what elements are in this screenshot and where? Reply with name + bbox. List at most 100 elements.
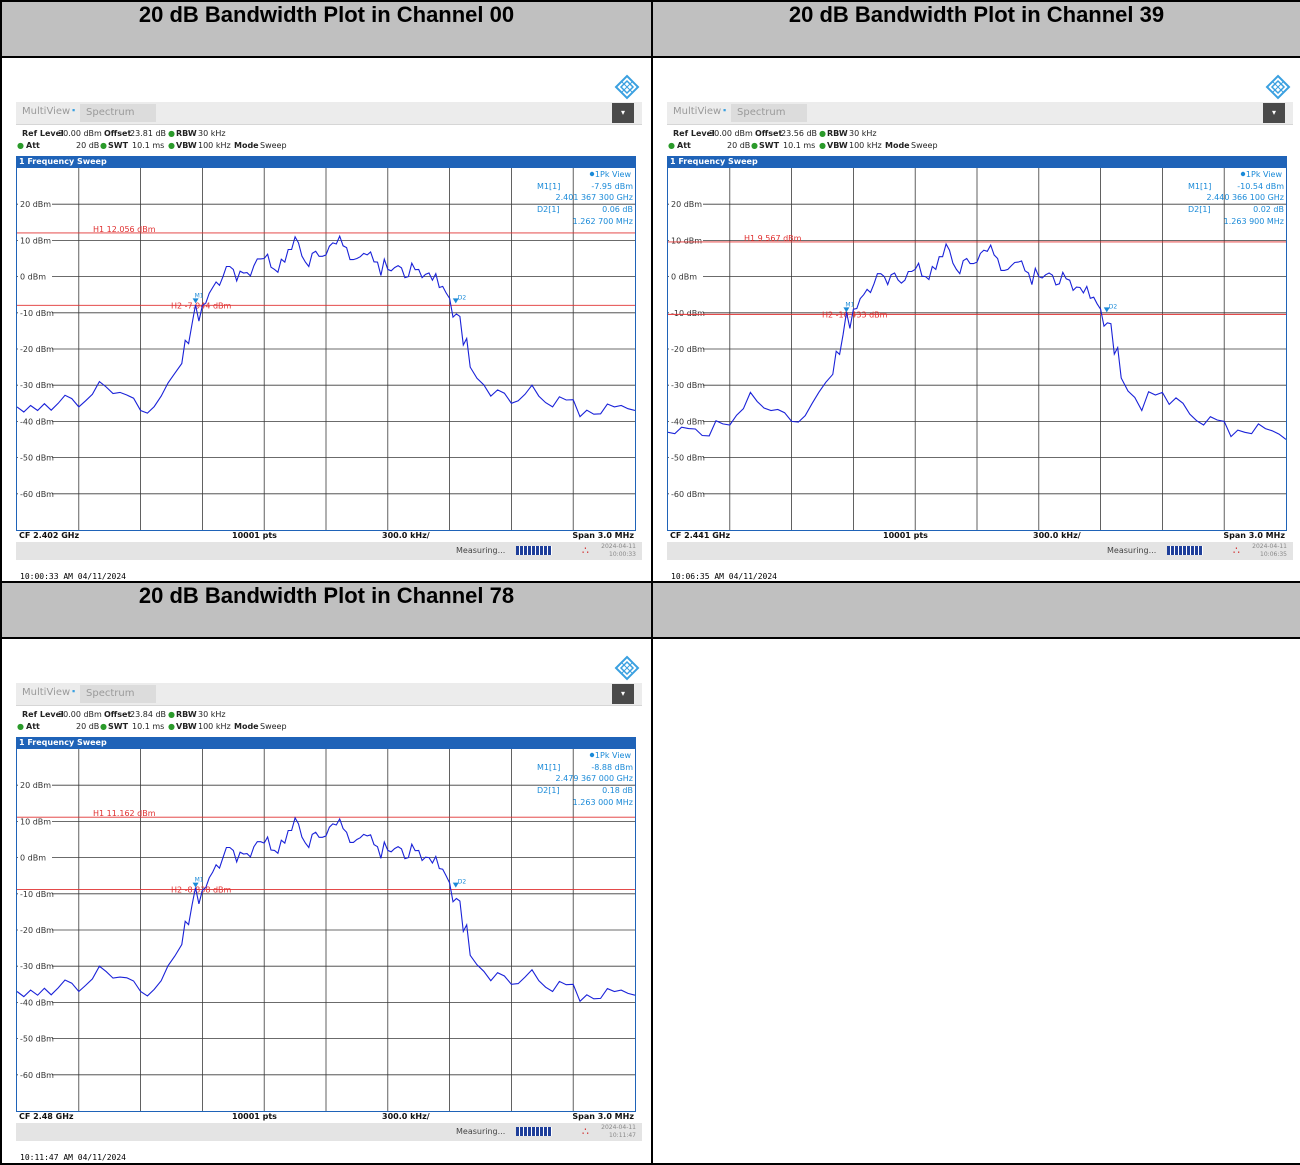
y-tick-label: -60 dBm	[20, 490, 54, 499]
tick-label-background	[669, 199, 703, 210]
mode-value: Sweep	[911, 141, 938, 150]
capture-timestamp: 10:06:35 AM 04/11/2024	[671, 572, 777, 581]
marker-d2-label: D2[1]	[1188, 205, 1211, 214]
marker-m1-value: -8.88 dBm	[591, 763, 633, 772]
ref-level-value: 30.00 dBm	[709, 129, 753, 138]
mode-label: Mode	[885, 141, 910, 150]
marker-m1-frequency: 2.401 367 300 GHz	[556, 193, 633, 202]
status-datetime: 2024-04-11 10:11:47	[600, 1124, 636, 1140]
rbw-label: RBW	[176, 129, 197, 138]
y-tick-label: 0 dBm	[671, 273, 697, 282]
vbw-label: VBW	[176, 722, 197, 731]
marker-d2-frequency: 1.263 000 MHz	[573, 798, 633, 807]
y-tick-label: 0 dBm	[20, 854, 46, 863]
status-datetime: 2024-04-11 10:00:33	[600, 543, 636, 559]
tick-label-background	[18, 888, 52, 899]
tick-label-background	[18, 961, 52, 972]
tab-spectrum[interactable]: Spectrum	[80, 685, 156, 703]
tick-label-background	[669, 235, 703, 246]
marker-m1-frequency: 2.479 367 000 GHz	[556, 774, 633, 783]
y-tick-label: -50 dBm	[20, 454, 54, 463]
marker-m1	[843, 307, 850, 313]
settings-row-2: ● Att 20 dB ● SWT 10.1 ms ● VBW 100 kHz Mode Sweep	[667, 141, 1293, 153]
y-tick-label: -50 dBm	[20, 1035, 54, 1044]
plot-header-ch00: 20 dB Bandwidth Plot in Channel 00	[0, 0, 653, 58]
tick-label-background	[18, 816, 52, 827]
points-label: 10001 pts	[232, 531, 277, 540]
tab-spectrum[interactable]: Spectrum	[80, 104, 156, 122]
marker-m1-value: -10.54 dBm	[1237, 182, 1284, 191]
status-dot-icon: ●	[17, 722, 24, 731]
tick-label-background	[669, 344, 703, 354]
analyzer-screenshot: MultiView ▪ Spectrum ▾ Ref Level 30.00 dBm Off…	[16, 655, 642, 1162]
status-time: 10:11:47	[609, 1132, 636, 1139]
close-icon[interactable]: ▪	[72, 105, 76, 115]
spectrum-chart: 20 dBm 10 dBm 0 dBm -10 dBm -20 dBm -30 dBm -4…	[668, 168, 1286, 530]
status-dot-icon: ●	[100, 141, 107, 150]
status-bar: Measuring... ∴ 2024-04-11 10:11:47	[16, 1123, 642, 1141]
att-label: Att	[677, 141, 691, 150]
warning-icon[interactable]: ∴	[582, 1125, 589, 1138]
y-tick-label: 10 dBm	[671, 236, 702, 245]
rbw-value: 30 kHz	[198, 129, 226, 138]
capture-timestamp: 10:00:33 AM 04/11/2024	[20, 572, 126, 581]
progress-bar	[1167, 546, 1203, 555]
rbw-value: 30 kHz	[198, 710, 226, 719]
plot-cell-ch00: MultiView ▪ Spectrum ▾ Ref Level 30.00 dBm Off…	[0, 56, 653, 583]
view-dot-icon	[589, 752, 595, 758]
status-datetime: 2024-04-11 10:06:35	[1251, 543, 1287, 559]
vbw-value: 100 kHz	[849, 141, 882, 150]
warning-icon[interactable]: ∴	[582, 544, 589, 557]
tab-multiview[interactable]: MultiView	[22, 687, 71, 698]
status-bar: Measuring... ∴ 2024-04-11 10:00:33	[16, 542, 642, 560]
division-label: 300.0 kHz/	[1033, 531, 1081, 540]
settings-row-2: ● Att 20 dB ● SWT 10.1 ms ● VBW 100 kHz Mode Sweep	[16, 722, 642, 734]
marker-d2-value: 0.18 dB	[602, 786, 633, 795]
marker-d2-label: D2[1]	[537, 786, 560, 795]
tab-multiview[interactable]: MultiView	[22, 106, 71, 117]
offset-value: 23.84 dB	[130, 710, 167, 719]
capture-timestamp: 10:11:47 AM 04/11/2024	[20, 1153, 126, 1162]
marker-m1-tag: M1	[845, 301, 854, 308]
close-icon[interactable]: ▪	[723, 105, 727, 115]
spectrum-trace	[668, 242, 1286, 440]
menu-icon[interactable]: ▾	[612, 103, 634, 123]
marker-d2	[452, 882, 459, 888]
window-tab-bar: MultiView ▪ Spectrum ▾	[667, 102, 1293, 125]
status-dot-icon: ●	[100, 722, 107, 731]
tick-label-background	[18, 271, 52, 282]
settings-row-1: Ref Level 30.00 dBm Offset 23.81 dB ● RBW 30 k…	[16, 129, 642, 141]
tab-multiview[interactable]: MultiView	[673, 106, 722, 117]
y-tick-label: -20 dBm	[20, 926, 54, 935]
status-dot-icon: ●	[168, 710, 175, 719]
rohde-schwarz-diamond-icon	[1265, 74, 1291, 100]
vbw-value: 100 kHz	[198, 141, 231, 150]
view-dot-icon	[589, 171, 595, 177]
menu-icon[interactable]: ▾	[1263, 103, 1285, 123]
division-label: 300.0 kHz/	[382, 1112, 430, 1121]
settings-row-1: Ref Level 30.00 dBm Offset 23.84 dB ● RBW 30 k…	[16, 710, 642, 722]
menu-icon[interactable]: ▾	[612, 684, 634, 704]
att-value: 20 dB	[76, 722, 100, 731]
tab-spectrum[interactable]: Spectrum	[731, 104, 807, 122]
span-label: Span 3.0 MHz	[572, 1112, 634, 1121]
tick-label-background	[18, 199, 52, 210]
y-tick-label: -30 dBm	[20, 962, 54, 971]
tick-label-background	[18, 380, 52, 391]
status-dot-icon: ●	[17, 141, 24, 150]
sweep-title-bar: 1 Frequency Sweep	[16, 737, 636, 748]
x-axis-info-row: CF 2.402 GHz 10001 pts 300.0 kHz/Span 3.0 …	[16, 531, 636, 542]
center-frequency-label: CF 2.48 GHz	[19, 1112, 74, 1121]
y-tick-label: -50 dBm	[671, 454, 705, 463]
swt-label: SWT	[108, 141, 129, 150]
swt-value: 10.1 ms	[783, 141, 816, 150]
status-dot-icon: ●	[168, 141, 175, 150]
marker-d2-tag: D2	[1109, 303, 1118, 310]
marker-d2	[452, 298, 459, 304]
warning-icon[interactable]: ∴	[1233, 544, 1240, 557]
marker-d2-tag: D2	[458, 879, 467, 886]
status-dot-icon: ●	[168, 722, 175, 731]
close-icon[interactable]: ▪	[72, 686, 76, 696]
view-mode-label: 1Pk View	[595, 170, 632, 179]
y-tick-label: -40 dBm	[20, 417, 54, 426]
